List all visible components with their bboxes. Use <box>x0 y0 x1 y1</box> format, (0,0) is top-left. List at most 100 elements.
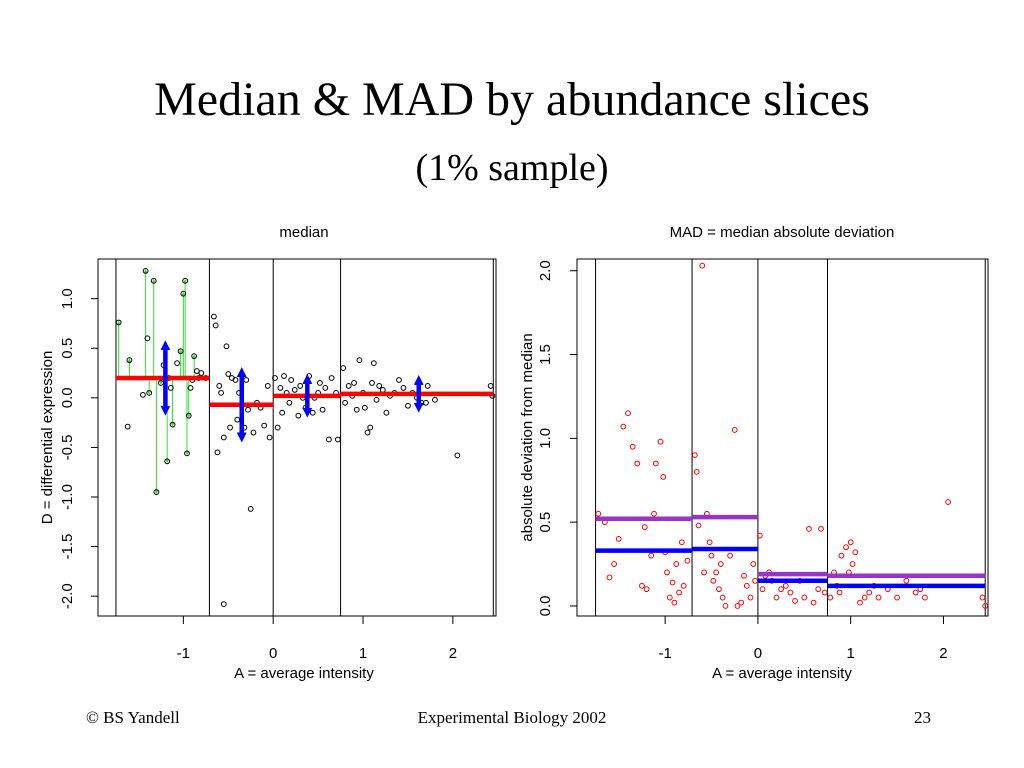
data-point <box>223 343 230 350</box>
data-point <box>773 594 780 601</box>
y-axis-label: absolute deviation from median <box>519 333 536 541</box>
data-point <box>634 460 641 467</box>
data-point <box>279 409 286 416</box>
data-point <box>710 577 717 584</box>
data-point <box>815 586 822 593</box>
data-point <box>370 360 377 367</box>
data-point <box>706 539 713 546</box>
x-axis-label: A = average intensity <box>234 665 374 682</box>
data-point <box>664 569 670 576</box>
data-point <box>272 375 278 381</box>
data-point <box>849 561 856 567</box>
data-point <box>752 577 759 584</box>
data-point <box>699 262 706 269</box>
data-point <box>396 377 402 383</box>
data-point <box>734 603 741 609</box>
data-point <box>727 552 733 559</box>
data-point <box>297 383 304 389</box>
footer-conference: Experimental Biology 2002 <box>417 708 607 727</box>
data-point <box>353 406 360 413</box>
data-point <box>741 572 747 579</box>
data-point <box>756 532 763 539</box>
data-point <box>894 594 900 601</box>
data-point <box>738 599 745 606</box>
y-tick-label: 1.5 <box>537 344 554 365</box>
data-point <box>140 391 146 398</box>
data-point <box>198 370 205 376</box>
chart-panel-1: median -1 0 1 2 A = average intensity -2.0 -1.5… <box>39 224 497 682</box>
data-point <box>356 357 363 364</box>
plot-frame <box>576 258 989 617</box>
data-point <box>691 452 698 458</box>
chart-title: median <box>279 224 328 241</box>
data-point <box>611 561 618 567</box>
data-point <box>843 544 849 551</box>
data-point <box>220 601 227 607</box>
y-axis: -2.0 -1.5 -1.0 -0.5 0.0 0.5 1.0 D = differentia… <box>39 288 98 609</box>
data-point <box>684 557 691 564</box>
data-point <box>782 582 789 589</box>
y-tick-label: -0.5 <box>59 434 76 460</box>
x-axis: -1 0 1 2 A = average intensity <box>177 616 457 682</box>
data-point <box>666 594 673 601</box>
data-point <box>719 594 726 601</box>
data-point <box>671 599 678 606</box>
data-point <box>487 383 494 389</box>
data-point <box>277 385 284 391</box>
slide-title: Median & MAD by abundance slices <box>154 73 870 126</box>
data-point <box>142 268 149 274</box>
y-tick-label: 2.0 <box>537 260 554 281</box>
data-point <box>364 429 371 436</box>
data-point <box>342 399 348 406</box>
data-point <box>210 313 217 320</box>
data-point <box>708 552 715 559</box>
x-tick-label: 2 <box>939 645 947 662</box>
data-point <box>922 594 928 601</box>
data-point <box>945 499 952 505</box>
data-point <box>212 322 219 329</box>
data-point <box>309 409 316 416</box>
data-point <box>379 387 386 393</box>
data-point <box>124 423 131 430</box>
data-point <box>177 348 184 355</box>
y-tick-label: 1.0 <box>59 288 76 309</box>
x-axis-label: A = average intensity <box>712 665 852 682</box>
data-point <box>701 569 708 576</box>
data-point <box>286 399 293 406</box>
x-tick-label: 1 <box>847 645 855 662</box>
data-point <box>716 586 722 593</box>
data-point <box>641 524 648 531</box>
data-point <box>214 449 221 456</box>
y-tick-label: 0.5 <box>537 512 554 533</box>
data-point <box>367 424 374 431</box>
data-point <box>818 525 824 532</box>
footer-copyright: © BS Yandell <box>86 708 180 727</box>
data-point <box>713 569 720 576</box>
data-point <box>245 406 251 413</box>
data-point <box>660 473 667 480</box>
data-point <box>383 409 390 416</box>
chart-title: MAD = median absolute deviation <box>670 224 895 241</box>
data-point <box>778 586 785 593</box>
data-point <box>821 589 828 596</box>
data-point <box>673 561 680 567</box>
data-point <box>373 396 380 403</box>
data-point <box>912 589 919 596</box>
data-point <box>376 383 383 389</box>
data-point <box>153 489 160 495</box>
data-point <box>838 552 845 559</box>
data-point <box>717 561 724 567</box>
data-point <box>676 589 682 596</box>
data-point <box>875 594 882 601</box>
data-point <box>325 436 332 443</box>
data-point <box>169 421 176 428</box>
data-point <box>595 510 602 517</box>
data-point <box>234 416 241 423</box>
data-point <box>291 387 298 393</box>
data-point <box>979 594 986 601</box>
data-point <box>317 380 323 386</box>
y-tick-label: 0.5 <box>59 338 76 359</box>
data-point <box>643 586 650 593</box>
data-point <box>264 383 271 389</box>
